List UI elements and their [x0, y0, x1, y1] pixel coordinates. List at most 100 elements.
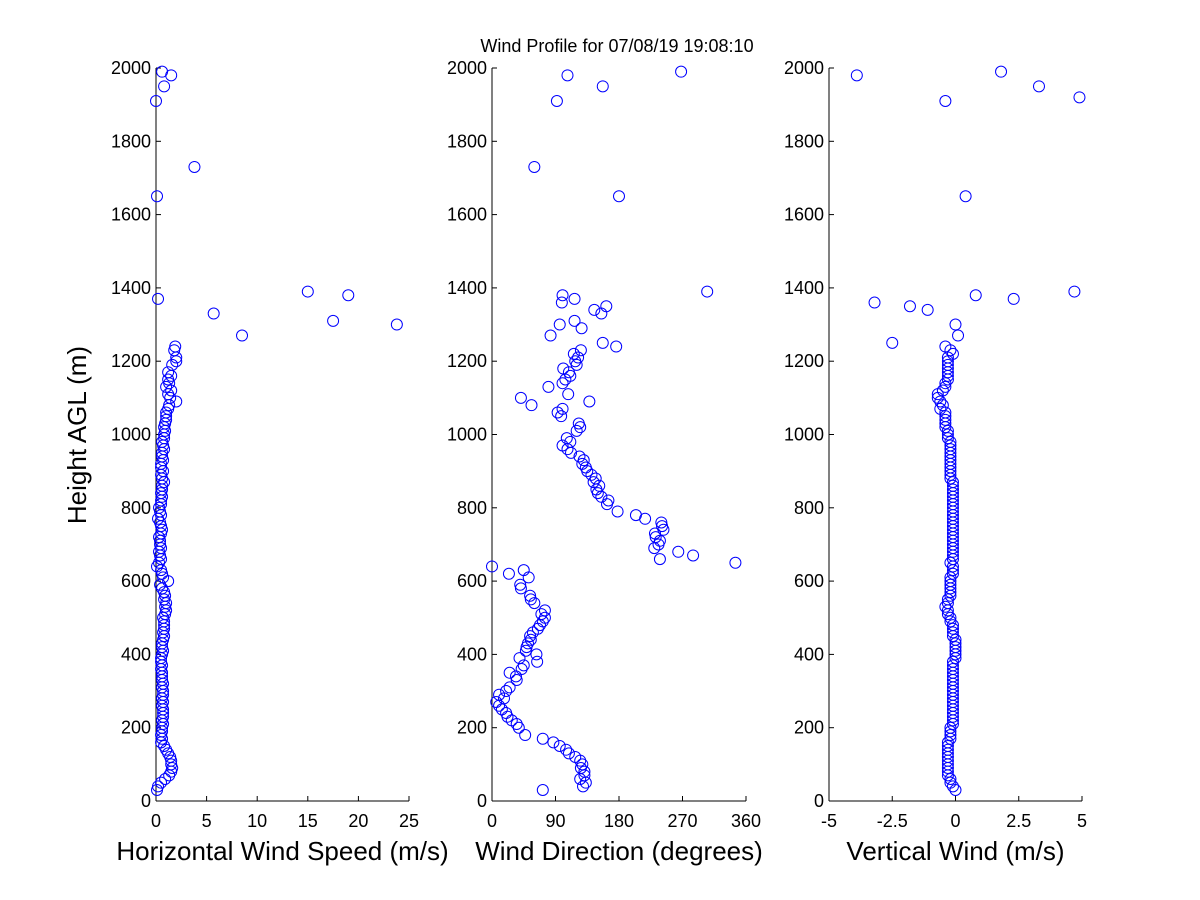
y-tick-label: 1600 — [784, 205, 824, 225]
data-point — [687, 549, 700, 562]
x-tick-label: 15 — [298, 811, 318, 831]
data-point — [577, 780, 590, 793]
data-point — [342, 289, 355, 302]
data-point — [531, 655, 544, 668]
data-point — [868, 296, 881, 309]
data-point — [944, 773, 957, 786]
data-point — [946, 780, 959, 793]
x-axis-label: Vertical Wind (m/s) — [846, 836, 1064, 866]
data-point — [188, 160, 201, 173]
data-point — [941, 369, 954, 382]
data-point — [949, 652, 962, 665]
data-point — [207, 307, 220, 320]
data-point — [946, 630, 959, 643]
data-point — [567, 347, 580, 360]
data-point — [509, 670, 522, 683]
data-point — [158, 80, 171, 93]
y-tick-label: 1600 — [447, 205, 487, 225]
data-point — [547, 736, 560, 749]
data-point — [944, 468, 957, 481]
data-point — [613, 190, 625, 203]
x-tick-label: 0 — [950, 811, 960, 831]
data-point — [944, 732, 957, 745]
data-point — [995, 65, 1008, 78]
data-point — [574, 754, 587, 767]
data-point — [729, 556, 742, 569]
data-point — [944, 582, 957, 595]
y-tick-label: 1400 — [111, 278, 151, 298]
x-tick-label: 5 — [1077, 811, 1087, 831]
data-point — [526, 626, 539, 639]
data-point — [941, 373, 954, 386]
data-point — [510, 674, 523, 687]
data-point — [530, 648, 543, 661]
data-point — [162, 575, 175, 588]
y-tick-label: 1200 — [111, 351, 151, 371]
y-tick-label: 1000 — [447, 425, 487, 445]
data-point — [570, 358, 583, 371]
y-tick-label: 1000 — [111, 425, 151, 445]
data-point — [939, 380, 952, 393]
data-point — [946, 626, 959, 639]
data-point — [939, 413, 952, 426]
data-point — [601, 498, 614, 511]
data-point — [572, 351, 585, 364]
data-point — [152, 292, 165, 305]
y-tick-label: 1200 — [447, 351, 487, 371]
data-point — [520, 641, 533, 654]
data-point — [555, 296, 568, 309]
data-point — [550, 94, 563, 107]
y-tick-label: 1800 — [447, 131, 487, 151]
panel-2: 0 200 400 600 800 1000 1200 1400 1600 1800 2000 0 90… — [447, 58, 763, 866]
y-tick-label: 2000 — [111, 58, 151, 78]
data-point — [170, 351, 183, 364]
data-point — [939, 417, 952, 430]
data-point — [519, 644, 532, 657]
data-point — [528, 160, 541, 173]
y-tick-label: 800 — [121, 498, 151, 518]
y-tick-label: 800 — [457, 498, 487, 518]
data-point — [921, 303, 934, 316]
data-point — [934, 395, 947, 408]
y-tick-label: 600 — [457, 571, 487, 591]
data-point — [946, 622, 959, 635]
data-point — [522, 571, 535, 584]
data-point — [524, 633, 537, 646]
data-point — [575, 322, 588, 335]
y-tick-label: 2000 — [447, 58, 487, 78]
x-tick-label: 25 — [399, 811, 419, 831]
y-tick-label: 200 — [794, 718, 824, 738]
data-point — [1068, 285, 1081, 298]
x-tick-label: 180 — [604, 811, 634, 831]
data-point — [944, 725, 957, 738]
data-point — [551, 406, 564, 419]
data-point — [949, 318, 962, 331]
data-point — [611, 505, 624, 518]
y-tick-label: 400 — [794, 644, 824, 664]
x-axis-label: Wind Direction (degrees) — [475, 836, 763, 866]
x-tick-label: 360 — [731, 811, 761, 831]
data-point — [588, 303, 601, 316]
data-point — [941, 366, 954, 379]
y-tick-label: 1800 — [784, 131, 824, 151]
data-point — [574, 421, 587, 434]
data-point — [952, 329, 965, 342]
data-point — [653, 553, 666, 566]
data-point — [585, 468, 598, 481]
panel-3: 0 200 400 600 800 1000 1200 1400 1600 1800 2000 -5 -… — [784, 58, 1087, 866]
data-point — [946, 714, 959, 727]
data-point — [151, 190, 164, 203]
data-point — [561, 443, 574, 456]
data-point — [1032, 80, 1045, 93]
y-tick-label: 600 — [121, 571, 151, 591]
data-point — [570, 424, 583, 437]
data-point — [946, 567, 959, 580]
data-point — [969, 289, 982, 302]
data-point — [946, 718, 959, 731]
data-point — [555, 410, 568, 423]
data-point — [510, 718, 523, 731]
data-point — [583, 395, 596, 408]
data-point — [939, 600, 952, 613]
y-tick-label: 400 — [121, 644, 151, 664]
